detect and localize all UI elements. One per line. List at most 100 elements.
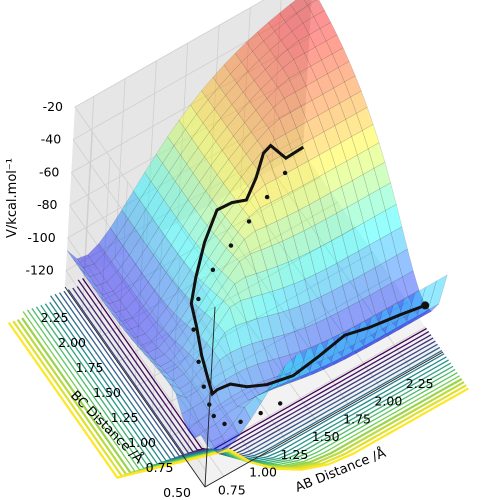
surface-facet	[212, 64, 231, 87]
contour-line	[31, 308, 456, 470]
surface-facet	[301, 367, 321, 379]
surface-facet	[173, 128, 193, 156]
surface-facet	[245, 31, 264, 52]
contour-line	[12, 320, 467, 478]
surface-facet	[111, 245, 130, 272]
surface-facet	[202, 386, 221, 413]
surface-facet	[188, 216, 208, 244]
surface-facet	[368, 142, 386, 169]
surface-facet	[315, 40, 333, 61]
contour-projection	[7, 278, 469, 479]
surface-facet	[256, 315, 274, 341]
surface-facet	[176, 198, 195, 227]
surface-facet	[402, 270, 420, 297]
surface-facet	[379, 232, 397, 262]
surface-facet	[127, 325, 146, 339]
surface-facet	[206, 324, 226, 352]
surface-facet	[309, 246, 327, 275]
surface-facet	[277, 309, 295, 336]
surface-facet	[348, 340, 368, 354]
surface-facet	[266, 265, 284, 292]
surface-facet	[229, 300, 247, 327]
surface-facet	[269, 40, 288, 60]
surface-facet	[100, 261, 119, 283]
surface-facet	[250, 249, 268, 274]
surface-facet	[164, 217, 184, 246]
trajectory-end-point	[421, 301, 430, 310]
surface-facet	[310, 296, 327, 324]
surface-facet	[83, 263, 101, 278]
surface-facet	[149, 298, 169, 323]
surface-facet	[293, 52, 312, 73]
surface-facet	[350, 90, 368, 114]
surface-facet	[368, 188, 386, 217]
surface-facet	[159, 244, 179, 273]
surface-facet	[263, 139, 282, 163]
surface-facet	[152, 199, 171, 228]
surface-facet	[277, 77, 296, 99]
surface-facet	[219, 352, 237, 380]
surface-facet	[112, 279, 132, 301]
surface-facet	[362, 310, 383, 347]
surface-facet	[180, 138, 199, 165]
surface-facet	[130, 338, 148, 354]
trajectory-path	[189, 143, 430, 427]
surface-facet	[229, 176, 249, 202]
surface-facet	[244, 396, 263, 421]
surface-facet	[302, 137, 320, 162]
surface-facet	[308, 28, 327, 48]
surface-facet	[283, 91, 302, 113]
surface-facet	[308, 198, 326, 226]
x-tick-label: 1.00	[249, 465, 277, 480]
surface-facet	[207, 85, 226, 110]
surface-facet	[234, 276, 252, 302]
trajectory-projection-point	[228, 243, 234, 248]
x-tick-label: 1.25	[280, 447, 308, 462]
surface-facet	[111, 313, 129, 331]
surface-facet	[291, 372, 310, 383]
surface-facet	[169, 189, 189, 219]
surface-facet	[155, 136, 175, 164]
surface-facet	[294, 327, 312, 352]
surface-facet	[385, 204, 403, 234]
surface-facet	[353, 273, 371, 302]
surface-facet	[315, 268, 333, 297]
surface-facet	[323, 125, 342, 150]
surface-facet	[223, 52, 242, 75]
surface-facet	[209, 271, 229, 296]
z-tick-label: -60	[39, 165, 59, 180]
surface-facet	[214, 247, 234, 272]
surface-facet	[221, 423, 240, 449]
surface-facet	[167, 119, 186, 147]
surface-facet	[292, 184, 310, 211]
surface-facet	[248, 207, 267, 232]
y-tick-label: 0.75	[146, 460, 174, 475]
surface-facet	[116, 218, 135, 247]
surface-facet	[320, 290, 338, 319]
x-tick-label: 1.75	[343, 411, 371, 426]
z-tick-label: -40	[41, 132, 61, 147]
surface-facet	[363, 267, 381, 296]
surface-facet	[276, 215, 294, 242]
surface-facet	[247, 60, 266, 81]
surface-facet	[338, 61, 356, 83]
surface-facet	[198, 288, 218, 314]
surface-facet	[182, 207, 202, 236]
surface-facet	[156, 367, 174, 381]
surface-facet	[327, 67, 345, 89]
surface-facet	[146, 347, 166, 361]
surface-facet	[357, 148, 375, 175]
surface-facet	[312, 131, 331, 156]
z-tick-label: -120	[26, 263, 54, 278]
surface-facet	[282, 283, 300, 311]
surface-facet	[242, 80, 261, 102]
surface-facet	[256, 21, 276, 42]
surface-facet	[210, 435, 229, 454]
x-tick-label: 1.50	[312, 429, 340, 444]
y-tick-label: 1.50	[93, 385, 121, 400]
surface-facet	[95, 281, 114, 296]
surface-facet	[336, 256, 354, 286]
surface-facet	[270, 196, 288, 222]
surface-facet	[241, 50, 260, 72]
surface-facet	[171, 225, 190, 255]
